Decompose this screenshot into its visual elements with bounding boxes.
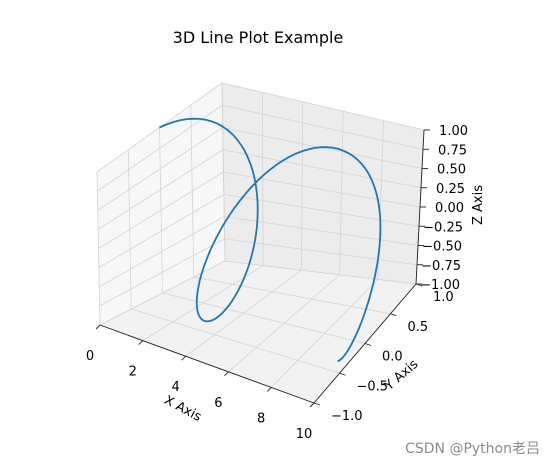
y-grid-floor (131, 308, 340, 374)
z-tick-label: 0.50 (437, 163, 466, 178)
z-grid-left (97, 127, 223, 211)
z-grid-left (99, 260, 226, 326)
x-tick (224, 371, 229, 377)
x-axis-label: X Axis (161, 393, 204, 425)
tick-labels: 0 2 4 6 8 10 −1.0 −0.5 0.0 0.5 1.0−1.00 −0.75 −0.50 −… (86, 124, 468, 442)
z-tick-label: 0.25 (436, 182, 465, 197)
y-tick (364, 343, 372, 346)
x-tick-label: 6 (214, 396, 222, 411)
y-tick-label: 0.0 (382, 350, 403, 365)
z-grid-back (224, 238, 418, 266)
y-tick (390, 313, 397, 317)
data-series (159, 117, 382, 363)
chart-title: 3D Line Plot Example (173, 28, 344, 47)
z-grid-back (223, 149, 422, 189)
series-line-0 (159, 117, 382, 363)
axes-panes (96, 82, 425, 404)
y-tick (339, 372, 346, 376)
x-tick-label: 0 (86, 349, 94, 364)
y-tick-label: −0.5 (357, 379, 389, 394)
x-tick (95, 324, 101, 330)
y-tick-label: −1.0 (331, 409, 363, 424)
x-tick-label: 2 (129, 365, 137, 380)
z-grid-back (222, 104, 424, 150)
z-tick-label: 0.75 (438, 143, 467, 158)
watermark: CSDN @Python老吕 (405, 441, 540, 457)
z-grid-back (223, 193, 420, 227)
y-tick-label: 1.0 (433, 290, 454, 305)
x-tick (138, 340, 144, 345)
z-grid-left (99, 216, 225, 288)
z-grid-back (223, 171, 421, 208)
x-tick-label: 4 (171, 380, 179, 395)
y-tick-label: 0.5 (408, 320, 429, 335)
z-axis-label: Z Axis (471, 185, 486, 225)
z-grid-left (97, 149, 224, 230)
x-tick-label: 10 (296, 427, 313, 442)
x-tick (309, 402, 315, 408)
z-grid-left (96, 82, 223, 173)
z-grid-back (221, 82, 425, 131)
z-grid-back (224, 260, 417, 285)
x-tick (181, 355, 186, 361)
y-grid-floor (193, 276, 391, 315)
z-tick-label: 0.00 (435, 201, 464, 216)
y-tick (313, 402, 321, 406)
z-grid-left (99, 238, 225, 307)
z-grid-left (98, 193, 225, 268)
grid-lines (96, 82, 425, 404)
z-tick-label: −0.50 (422, 240, 462, 255)
z-tick-label: −1.00 (420, 278, 460, 293)
x-tick (266, 387, 272, 392)
z-tick-label: −0.75 (421, 259, 461, 274)
z-grid-left (98, 171, 224, 249)
x-tick-label: 8 (257, 411, 265, 426)
x-axis-line (99, 324, 315, 404)
z-tick-label: 1.00 (439, 124, 468, 139)
z-tick-label: −0.25 (423, 220, 463, 235)
